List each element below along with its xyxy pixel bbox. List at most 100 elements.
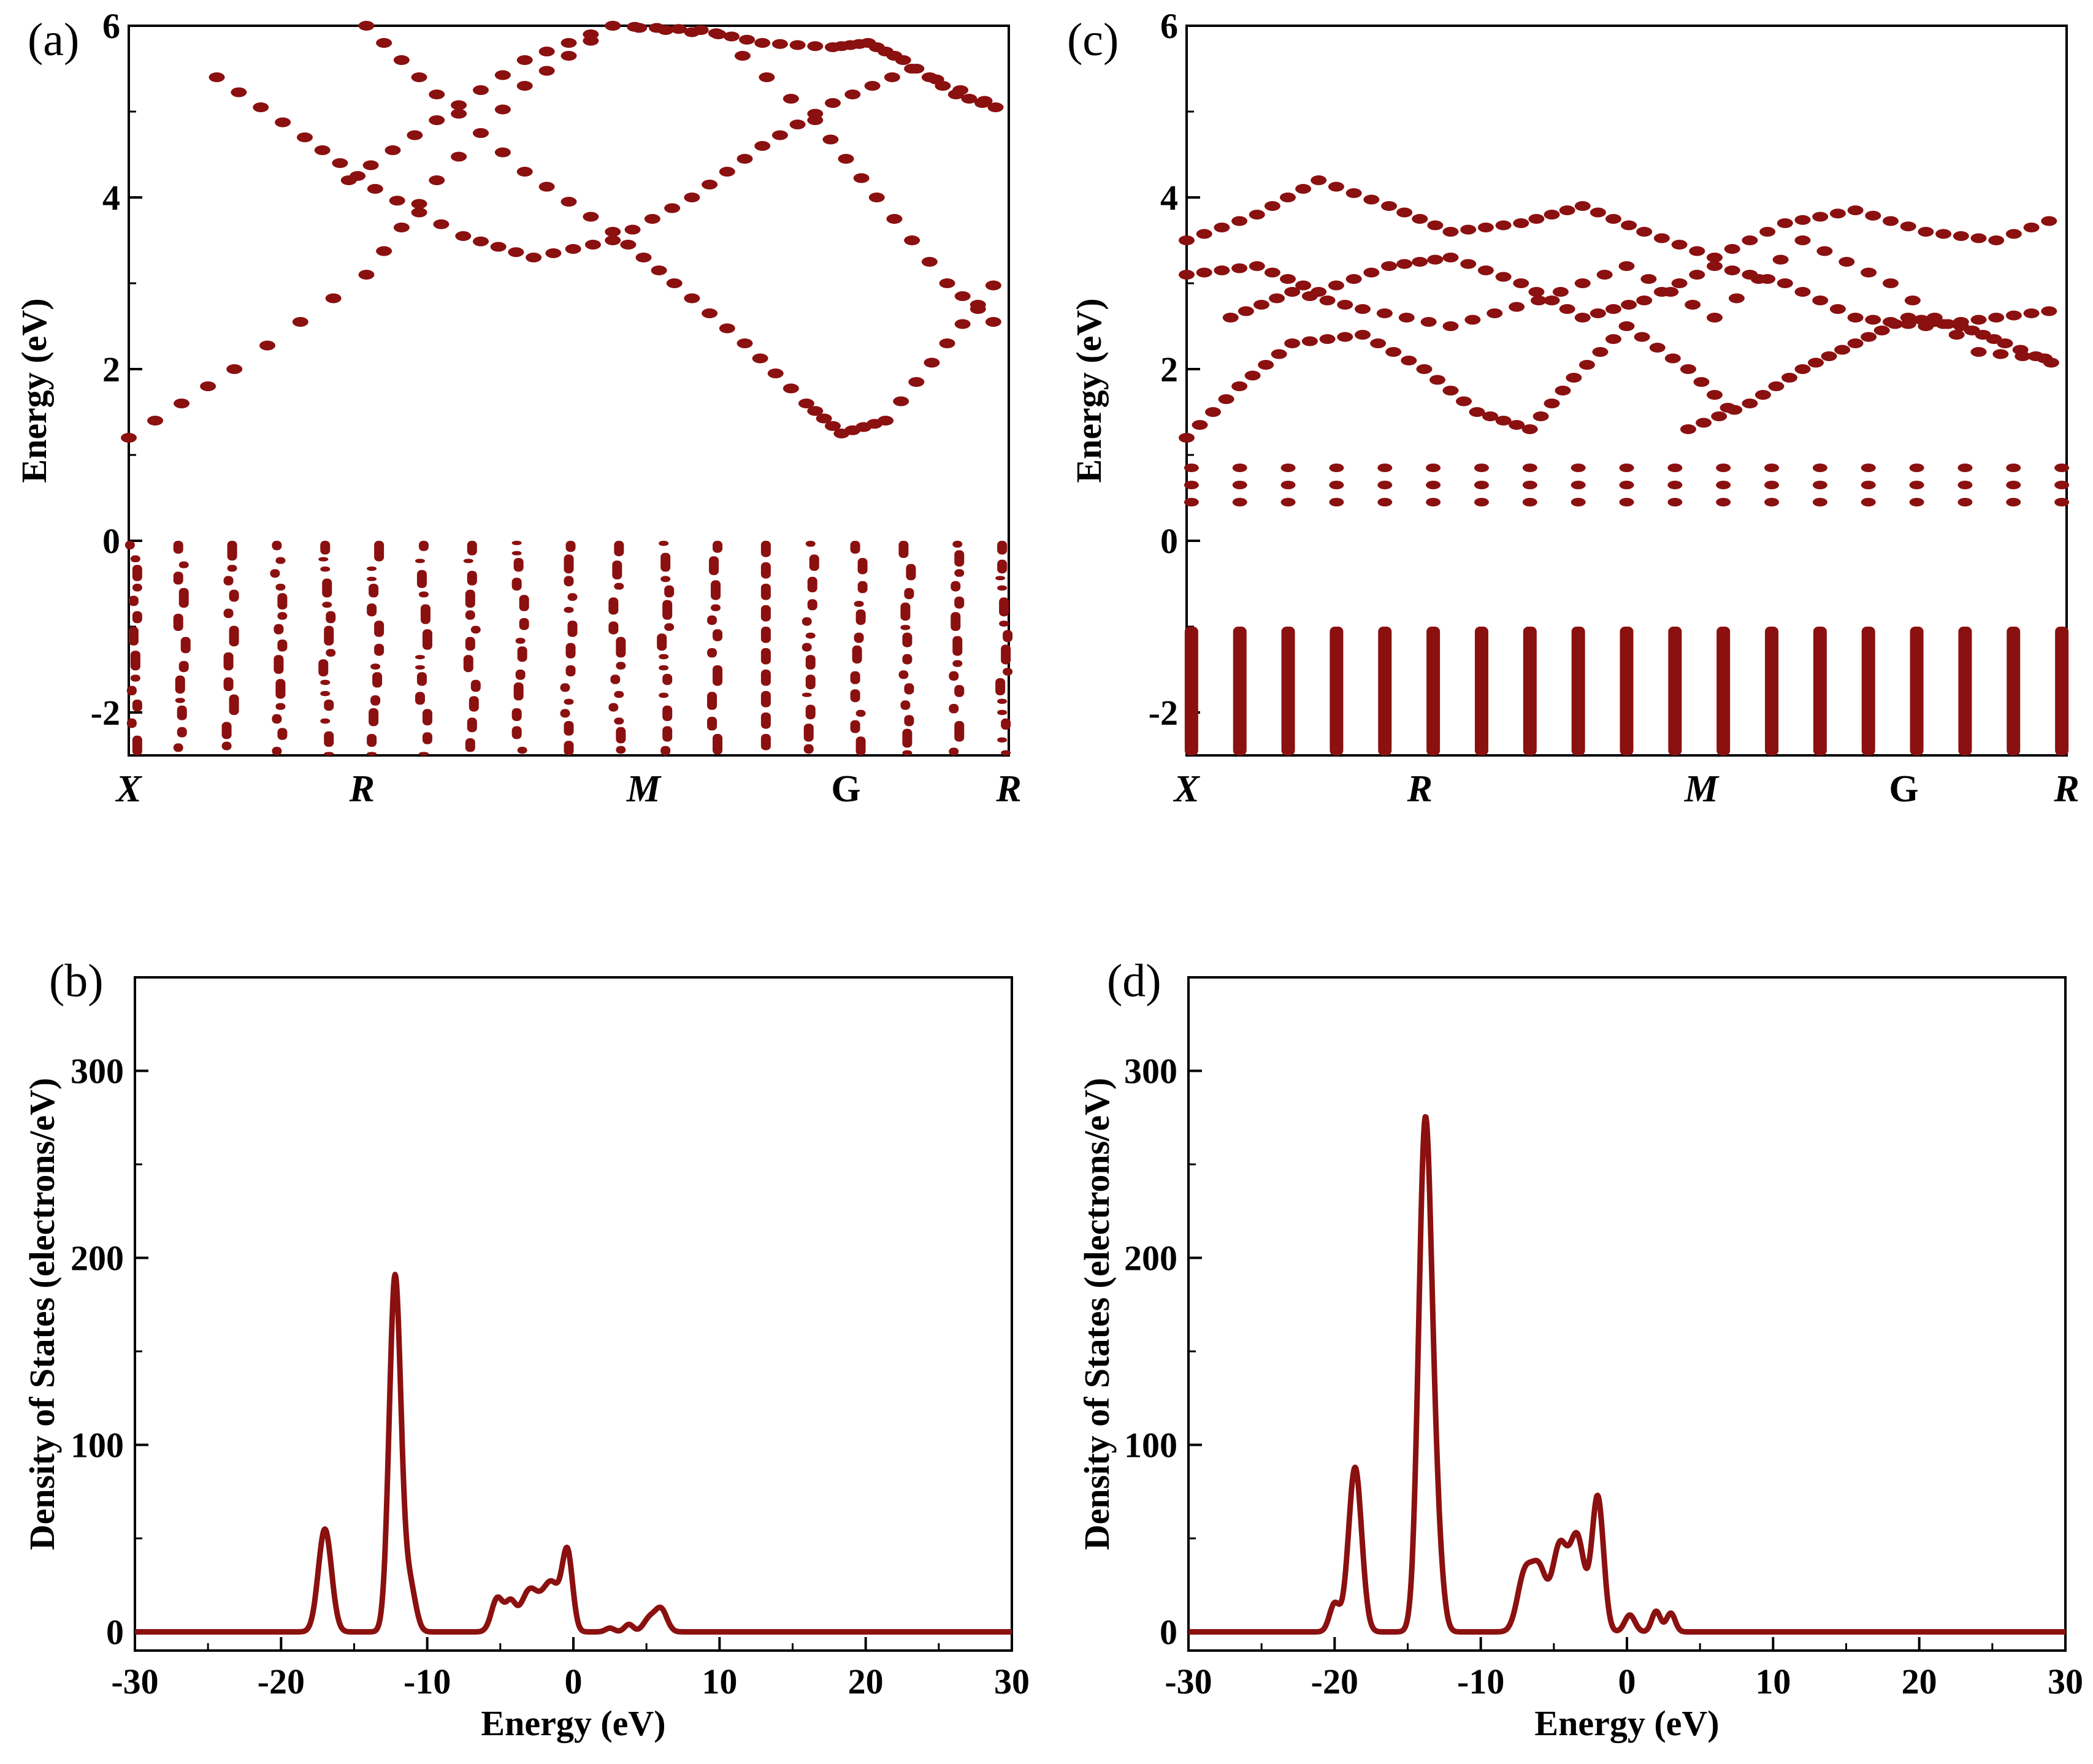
valence-band-segment [707, 615, 717, 625]
valence-band-segment [467, 717, 477, 733]
valence-band-segment [326, 611, 336, 624]
k-point-label-R: R [1407, 768, 1433, 810]
band-point [1442, 253, 1459, 262]
valence-band-column [318, 541, 336, 756]
band-point [1284, 287, 1301, 297]
valence-band-column [511, 541, 529, 754]
valence-band-segment [418, 752, 429, 756]
k-point-label-R: R [349, 768, 375, 810]
y-axis-title: Energy (eV) [14, 298, 54, 483]
valence-band-segment [900, 625, 911, 630]
valence-band-column [463, 541, 481, 752]
valence-band-segment [1378, 627, 1392, 755]
band-point [651, 265, 667, 275]
band-point [1385, 347, 1402, 357]
valence-band-column [1765, 627, 1779, 755]
band-point [1328, 280, 1344, 291]
valence-band-segment [1813, 627, 1827, 755]
band-point [1716, 498, 1731, 506]
band-point [1671, 240, 1688, 250]
band-point [340, 175, 357, 185]
band-point [1238, 306, 1254, 316]
band-point [494, 70, 511, 80]
band-point [723, 31, 740, 42]
x-tick-label: -10 [1457, 1662, 1504, 1701]
band-point [490, 242, 507, 252]
band-point [1528, 287, 1545, 297]
valence-band-segment [560, 683, 570, 692]
valence-band-segment [660, 576, 671, 582]
valence-band-segment [513, 558, 524, 572]
band-point [1909, 481, 1924, 489]
valence-band-segment [324, 752, 334, 756]
y-tick-label: 4 [102, 178, 120, 218]
valence-band-segment [227, 565, 237, 572]
valence-band-segment [567, 593, 578, 601]
valence-band-segment [659, 692, 669, 698]
valence-band-segment [707, 717, 717, 731]
band-point [433, 219, 450, 229]
band-point [358, 21, 375, 31]
band-point [939, 338, 955, 348]
valence-band-segment [1474, 627, 1488, 755]
band-point [1482, 411, 1499, 421]
band-point [1596, 270, 1613, 280]
valence-band-segment [608, 703, 619, 712]
band-point [429, 115, 445, 125]
band-point [1477, 223, 1494, 232]
band-point [1460, 224, 1477, 235]
band-point [1618, 321, 1635, 331]
y-tick-label: 300 [71, 1052, 124, 1091]
band-point [1460, 259, 1477, 269]
band-point [1777, 218, 1793, 228]
valence-band-segment [760, 670, 771, 686]
band-point [1861, 481, 1876, 489]
band-point [1873, 326, 1890, 335]
band-point [1812, 296, 1829, 305]
band-point [494, 147, 511, 158]
valence-band-segment [320, 541, 331, 555]
band-point [545, 248, 562, 258]
band-point [1671, 278, 1688, 288]
k-point-label-M: M [626, 768, 662, 810]
valence-band-segment [1184, 627, 1198, 755]
band-point [719, 167, 735, 177]
band-point [1621, 220, 1637, 231]
band-point [908, 64, 925, 74]
valence-band-segment [951, 581, 961, 592]
band-point [1377, 464, 1393, 472]
band-point [325, 293, 342, 304]
band-point [1559, 304, 1575, 314]
valence-band-segment [175, 698, 185, 703]
band-point [908, 377, 925, 387]
band-point [1764, 498, 1780, 506]
band-point [985, 280, 1001, 291]
k-point-label-X: X [1173, 768, 1200, 810]
band-point [1521, 424, 1538, 434]
band-point [1618, 261, 1635, 271]
band-point [1337, 332, 1353, 342]
valence-band-segment [664, 585, 675, 598]
valence-band-segment [418, 541, 429, 551]
valence-band-segment [175, 675, 185, 694]
valence-band-segment [1003, 630, 1013, 643]
band-point [1280, 464, 1296, 472]
band-point [807, 406, 824, 416]
band-point [367, 184, 383, 194]
band-point [1205, 407, 1222, 417]
valence-band-column [802, 541, 819, 754]
band-point [1634, 332, 1650, 342]
valence-band-segment [565, 541, 576, 552]
conduction-band-c1 [121, 21, 1001, 443]
valence-band-column [1958, 627, 1972, 755]
band-point [393, 55, 410, 65]
band-point [451, 151, 467, 162]
band-point [1839, 257, 1855, 267]
band-point [1184, 464, 1199, 472]
valence-band-segment [277, 593, 288, 609]
band-point [1865, 210, 1881, 221]
band-point [624, 224, 641, 235]
band-point [1377, 498, 1393, 506]
band-point [429, 175, 445, 185]
conduction-band-c3 [1179, 175, 2057, 262]
